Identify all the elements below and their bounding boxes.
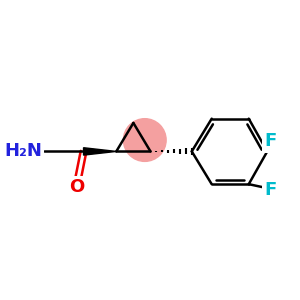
Text: O: O: [69, 178, 84, 196]
Text: F: F: [264, 133, 276, 151]
Circle shape: [123, 119, 166, 161]
Text: H₂N: H₂N: [4, 142, 42, 160]
Text: F: F: [264, 181, 276, 199]
Polygon shape: [83, 148, 116, 155]
